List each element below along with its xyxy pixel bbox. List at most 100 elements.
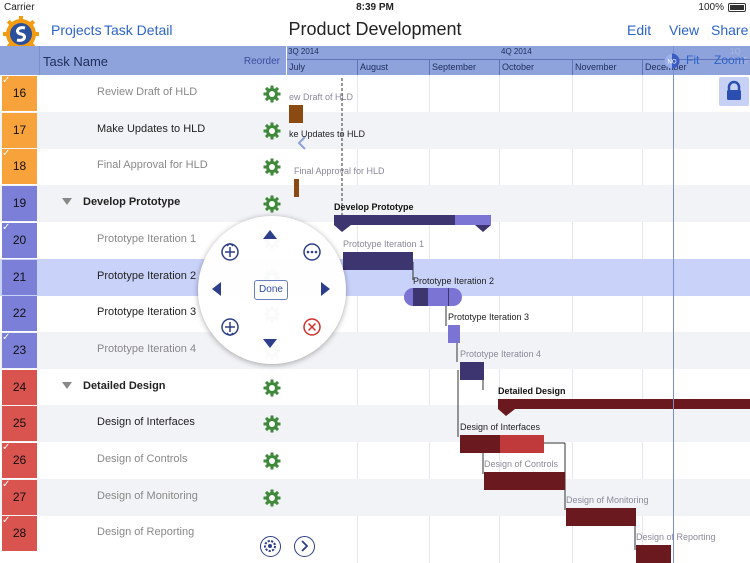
table-row[interactable]: 18 ✓ Final Approval for HLD xyxy=(0,148,750,185)
more-options-button[interactable] xyxy=(303,243,321,261)
task-gear-icon[interactable] xyxy=(263,158,281,176)
now-marker-icon[interactable]: NO xyxy=(664,53,680,69)
task-gear-icon[interactable] xyxy=(263,379,281,397)
now-badge: NO xyxy=(668,60,677,66)
task-gear-icon[interactable] xyxy=(263,195,281,213)
indent-button[interactable] xyxy=(318,281,332,297)
status-bar: Carrier 8:39 PM 100% xyxy=(0,0,750,16)
share-button[interactable]: Share xyxy=(711,22,749,38)
task-name[interactable]: Develop Prototype xyxy=(83,196,181,209)
move-up-button[interactable] xyxy=(262,228,278,242)
row-number[interactable]: 24 xyxy=(2,369,37,405)
completed-check-icon: ✓ xyxy=(2,478,11,490)
gantt-label: ke Updates to HLD xyxy=(289,129,366,139)
gantt-label: Prototype Iteration 1 xyxy=(343,239,425,249)
view-button[interactable]: View xyxy=(669,22,700,38)
task-name[interactable]: Make Updates to HLD xyxy=(97,122,206,135)
done-button[interactable]: Done xyxy=(254,280,288,300)
lock-button[interactable] xyxy=(719,77,749,106)
settings-button[interactable] xyxy=(260,536,281,557)
carrier-label: Carrier xyxy=(4,2,35,13)
gantt-bar-23 xyxy=(460,362,484,380)
add-task-above-button[interactable] xyxy=(221,243,239,261)
completed-check-icon: ✓ xyxy=(2,442,11,453)
table-row[interactable]: 26 ✓ Design of Controls xyxy=(0,442,750,479)
row-number[interactable]: 22 xyxy=(2,296,37,332)
month-label: November xyxy=(572,60,642,75)
header-divider xyxy=(287,59,750,60)
task-gear-icon[interactable] xyxy=(263,415,281,433)
row-number[interactable]: 17 xyxy=(2,112,37,148)
arrow-up-icon xyxy=(263,230,277,239)
month-label: August xyxy=(357,60,429,75)
gantt-summary-24 xyxy=(498,399,750,416)
reorder-button[interactable]: Reorder xyxy=(243,56,280,67)
task-name[interactable]: Design of Interfaces xyxy=(97,416,195,429)
table-row[interactable]: 24 Detailed Design xyxy=(0,369,750,406)
row-number[interactable]: 19 xyxy=(2,186,37,222)
gantt-label: Final Approval for HLD xyxy=(294,166,385,176)
row-number[interactable]: 28 xyxy=(2,516,37,552)
row-number[interactable]: 20 xyxy=(2,222,37,258)
zoom-button[interactable]: Zoom xyxy=(714,53,745,67)
projects-link[interactable]: Projects xyxy=(51,22,102,38)
gantt-label: Design of Controls xyxy=(484,459,559,469)
task-gear-icon[interactable] xyxy=(263,489,281,507)
row-number[interactable]: 21 xyxy=(2,259,37,295)
task-detail-link[interactable]: Task Detail xyxy=(104,22,173,38)
task-name[interactable]: Review Draft of HLD xyxy=(97,86,198,98)
row-number[interactable]: 16 xyxy=(2,76,37,111)
month-label: July xyxy=(289,62,306,72)
table-row[interactable]: 23 ✓ Prototype Iteration 4 xyxy=(0,331,750,369)
add-task-below-button[interactable] xyxy=(221,318,239,336)
grid-line xyxy=(499,75,500,563)
task-name[interactable]: Design of Monitoring xyxy=(97,489,198,502)
task-gear-icon[interactable] xyxy=(263,452,281,470)
table-row[interactable]: 16 ✓ Review Draft of HLD xyxy=(0,75,750,112)
gantt-bar-25-remaining xyxy=(500,435,544,453)
completed-check-icon: ✓ xyxy=(2,331,11,343)
task-name[interactable]: Final Approval for HLD xyxy=(97,159,208,172)
quarter-label: 1Q 2015 xyxy=(730,47,748,65)
gantt-bar-22 xyxy=(448,325,460,343)
radial-action-menu: Done xyxy=(198,216,346,364)
row-number[interactable]: 18 xyxy=(2,149,37,185)
gantt-label: Prototype Iteration 2 xyxy=(413,276,495,286)
move-down-button[interactable] xyxy=(262,336,278,350)
task-name[interactable]: Prototype Iteration 3 xyxy=(97,306,197,319)
task-gear-icon[interactable] xyxy=(263,122,281,140)
gantt-bar-28 xyxy=(636,545,671,563)
gantt-label: Prototype Iteration 4 xyxy=(460,349,542,359)
delete-task-button[interactable] xyxy=(303,318,321,336)
task-name[interactable]: Prototype Iteration 1 xyxy=(97,232,197,245)
task-name[interactable]: Design of Controls xyxy=(97,453,188,465)
table-row[interactable]: 25 Design of Interfaces xyxy=(0,405,750,443)
row-number[interactable]: 25 xyxy=(2,406,37,442)
next-button[interactable] xyxy=(294,536,315,557)
fit-button[interactable]: Fit xyxy=(686,53,700,67)
gantt-label: ew Draft of HLD xyxy=(289,92,354,102)
task-table: 16 ✓ Review Draft of HLD 17 Make Updates to … xyxy=(0,75,750,563)
outdent-button[interactable] xyxy=(210,281,224,297)
table-row[interactable]: 17 Make Updates to HLD xyxy=(0,111,750,149)
row-number[interactable]: 23 xyxy=(2,332,37,368)
edit-button[interactable]: Edit xyxy=(627,22,652,38)
task-name[interactable]: Design of Reporting xyxy=(97,526,195,539)
gantt-label: Detailed Design xyxy=(498,386,566,396)
task-name[interactable]: Detailed Design xyxy=(83,379,166,392)
clock: 8:39 PM xyxy=(356,2,394,13)
gantt-bar-21-remaining xyxy=(428,288,448,306)
table-row[interactable]: 28 ✓ Design of Reporting xyxy=(0,515,750,552)
collapse-triangle-icon[interactable] xyxy=(62,198,72,206)
row-number[interactable]: 26 xyxy=(2,443,37,478)
collapse-triangle-icon[interactable] xyxy=(62,381,72,389)
row-number[interactable]: 27 xyxy=(2,479,37,515)
grid-line xyxy=(357,75,358,563)
completed-check-icon: ✓ xyxy=(2,221,11,233)
arrow-right-icon xyxy=(321,282,330,296)
chevron-left-icon xyxy=(297,136,306,150)
task-gear-icon[interactable] xyxy=(263,85,281,103)
task-name[interactable]: Prototype Iteration 4 xyxy=(97,342,197,355)
task-name[interactable]: Prototype Iteration 2 xyxy=(97,269,197,282)
